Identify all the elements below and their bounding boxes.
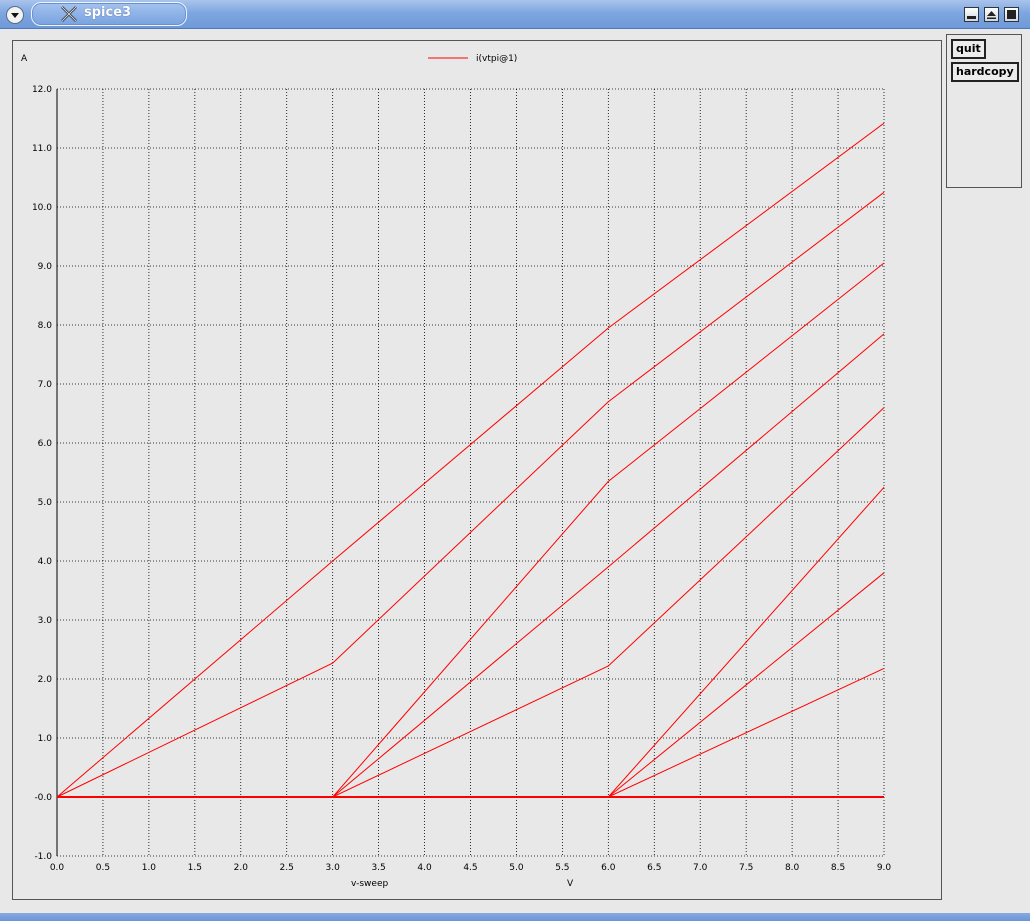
x-tick-label: 1.5: [188, 863, 202, 873]
series-line-8: [57, 667, 885, 798]
y-tick-label: 2.0: [38, 675, 53, 685]
x-tick-label: 2.0: [234, 863, 249, 873]
y-tick-label: 6.0: [38, 439, 53, 449]
x-tick-label: 6.0: [601, 863, 616, 873]
x-app-icon: [61, 6, 77, 22]
y-tick-label: 7.0: [38, 380, 53, 390]
y-tick-label: -0.0: [34, 793, 52, 803]
close-icon[interactable]: [1004, 7, 1019, 22]
series-line-1: [56, 122, 885, 798]
x-tick-label: 3.5: [371, 863, 385, 873]
y-tick-label: 8.0: [38, 321, 53, 331]
y-axis-label: A: [21, 54, 28, 64]
y-tick-label: 11.0: [32, 144, 52, 154]
x-tick-label: 0.5: [96, 863, 110, 873]
x-axis-label: v-sweep: [351, 879, 388, 889]
plot-frame: 0.0 0.5 1.0 1.5 2.0 2.5 3.0 3.5 4.0 4.5 5.0 5.5 6.0 6…: [12, 40, 942, 900]
series-line-4: [57, 333, 885, 798]
x-tick-label: 8.0: [785, 863, 800, 873]
y-tick-label: 12.0: [32, 85, 52, 95]
maximize-icon[interactable]: [984, 7, 999, 22]
x-tick-label: 4.5: [463, 863, 477, 873]
x-tick-label: 3.0: [326, 863, 341, 873]
quit-button[interactable]: quit: [951, 39, 986, 59]
x-tick-label: 1.0: [142, 863, 157, 873]
y-tick-label: 3.0: [38, 616, 53, 626]
x-tick-label: 5.5: [555, 863, 569, 873]
y-tick-label: -1.0: [34, 852, 52, 862]
x-axis-unit: V: [567, 879, 574, 889]
legend-label: i(vtpi@1): [476, 54, 517, 64]
line-chart: 0.0 0.5 1.0 1.5 2.0 2.5 3.0 3.5 4.0 4.5 5.0 5.5 6.0 6…: [21, 54, 892, 889]
hardcopy-button[interactable]: hardcopy: [951, 62, 1019, 82]
window-menu-icon[interactable]: [6, 6, 24, 24]
x-tick-label: 7.0: [693, 863, 708, 873]
x-tick-label: 8.5: [831, 863, 845, 873]
y-tick-label: 9.0: [38, 262, 53, 272]
y-tick-label: 4.0: [38, 557, 53, 567]
window-title-tab[interactable]: spice3: [31, 2, 187, 26]
y-tick-label: 10.0: [32, 203, 52, 213]
window-title: spice3: [84, 5, 132, 20]
x-tick-label: 4.0: [417, 863, 432, 873]
window-bottom-border: [0, 913, 1030, 921]
x-tick-label: 0.0: [50, 863, 65, 873]
y-tick-label: 1.0: [38, 734, 53, 744]
window-titlebar[interactable]: spice3: [0, 0, 1030, 29]
series-line-7: [57, 572, 885, 798]
y-tick-label: 5.0: [38, 498, 53, 508]
x-tick-label: 7.5: [739, 863, 753, 873]
x-tick-label: 6.5: [647, 863, 661, 873]
minimize-icon[interactable]: [964, 7, 979, 22]
x-tick-label: 9.0: [877, 863, 892, 873]
x-tick-label: 2.5: [280, 863, 294, 873]
x-tick-label: 5.0: [509, 863, 524, 873]
side-panel: quit hardcopy: [946, 34, 1022, 188]
series-line-2: [56, 191, 885, 798]
